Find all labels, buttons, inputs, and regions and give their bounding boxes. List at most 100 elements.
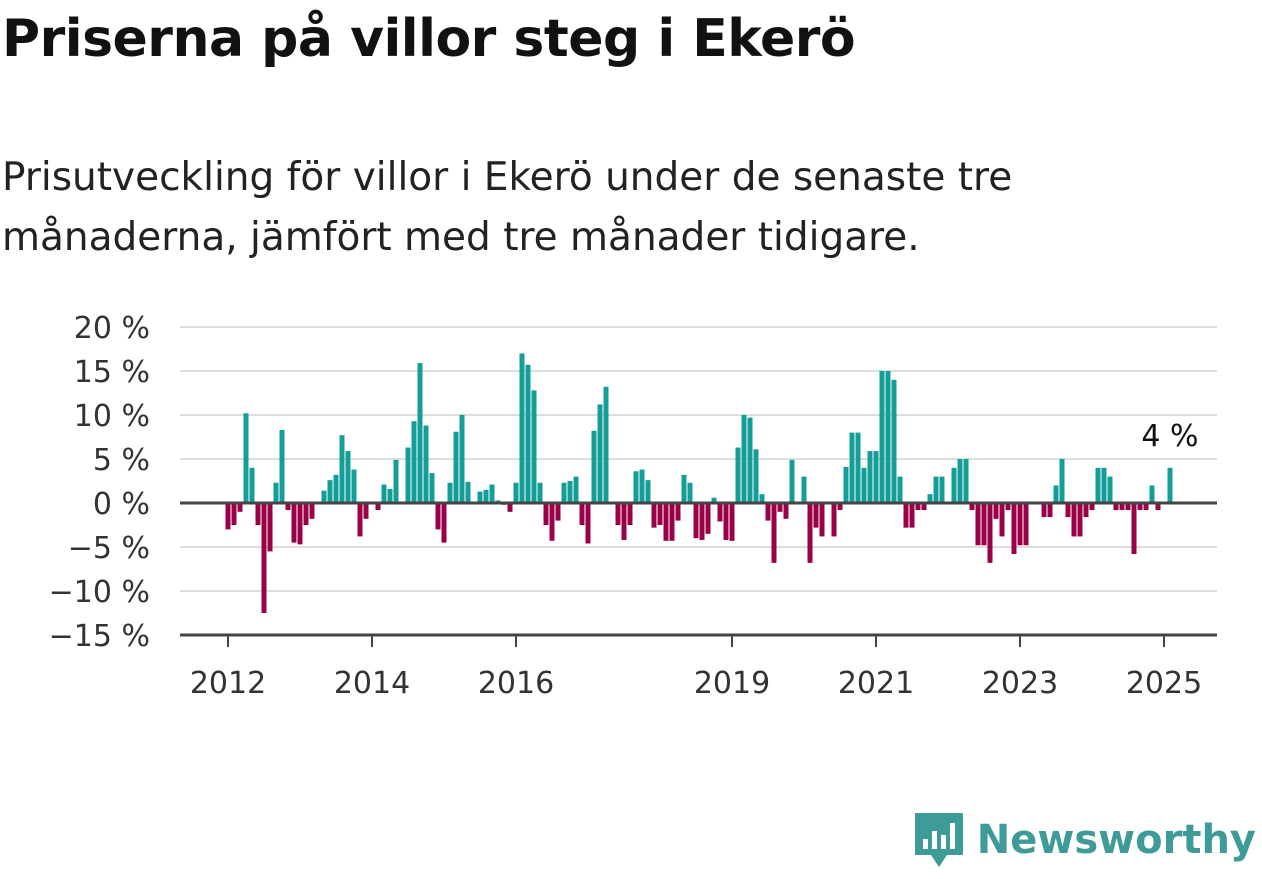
bar — [459, 415, 465, 503]
x-tick-label: 2012 — [190, 666, 266, 700]
bar — [519, 353, 525, 503]
bar — [975, 503, 981, 546]
bar — [1149, 485, 1155, 503]
bar — [255, 503, 261, 525]
bar — [231, 503, 237, 525]
bar — [1137, 503, 1143, 511]
bar — [261, 503, 267, 613]
bar — [339, 435, 345, 503]
bar — [1047, 503, 1053, 518]
bar — [483, 489, 489, 503]
bar — [1101, 467, 1107, 503]
bar — [837, 503, 843, 511]
bar-chart: 20 % 15 % 10 % 5 % 0 % −5 % −10 % −15 % 2012 2014… — [49, 311, 1217, 700]
bar — [309, 503, 315, 519]
bar — [441, 503, 447, 543]
bar — [597, 404, 603, 503]
bar — [579, 503, 585, 525]
bar — [759, 494, 765, 503]
bar — [1059, 459, 1065, 503]
bar — [897, 476, 903, 503]
bar — [705, 503, 711, 534]
bar — [411, 421, 417, 503]
bar — [813, 503, 819, 528]
bar — [561, 482, 567, 503]
bar — [729, 503, 735, 541]
bar — [801, 476, 807, 503]
bar — [1053, 485, 1059, 503]
bar — [387, 488, 393, 503]
bar — [1095, 467, 1101, 503]
bar — [891, 379, 897, 503]
bar — [303, 503, 309, 525]
bar — [549, 503, 555, 541]
x-tick-label: 2025 — [1126, 666, 1202, 700]
bar — [987, 503, 993, 563]
bar — [765, 503, 771, 521]
bar — [711, 497, 717, 503]
bar — [531, 390, 537, 503]
bar — [1041, 503, 1047, 518]
x-tick-label: 2023 — [982, 666, 1058, 700]
bar — [477, 491, 483, 503]
bar — [657, 503, 663, 525]
bar — [543, 503, 549, 525]
x-tick-label: 2014 — [334, 666, 410, 700]
bar — [351, 469, 357, 503]
bar — [1083, 503, 1089, 518]
y-tick-label: −5 % — [68, 531, 150, 566]
bar — [915, 503, 921, 511]
bar — [789, 459, 795, 503]
bar — [957, 459, 963, 503]
bar — [885, 371, 891, 503]
bar — [645, 480, 651, 503]
bar — [969, 503, 975, 511]
bar — [927, 494, 933, 503]
bar — [951, 467, 957, 503]
y-tick-label: 15 % — [74, 355, 150, 390]
bar — [603, 386, 609, 503]
bar — [879, 371, 885, 503]
bar — [1071, 503, 1077, 537]
bar — [423, 425, 429, 503]
bar — [507, 503, 513, 512]
bar — [243, 413, 249, 503]
bar — [699, 503, 705, 540]
bar — [771, 503, 777, 563]
y-tick-label: 5 % — [93, 443, 150, 478]
bar — [237, 503, 243, 512]
y-tick-label: −10 % — [49, 575, 150, 610]
bar — [861, 467, 867, 503]
bar — [381, 484, 387, 503]
bar — [849, 432, 855, 503]
x-tick-label: 2021 — [838, 666, 914, 700]
bar — [1017, 503, 1023, 546]
bar-chart-flag-icon — [914, 813, 963, 867]
bar — [297, 503, 303, 545]
bar — [783, 503, 789, 519]
bar — [963, 459, 969, 503]
bar — [627, 503, 633, 525]
bar — [1011, 503, 1017, 555]
bar — [291, 503, 297, 543]
bar — [279, 429, 285, 503]
bar — [1107, 476, 1113, 503]
bar — [573, 476, 579, 503]
bars — [225, 353, 1173, 613]
bar — [819, 503, 825, 537]
bar — [777, 503, 783, 512]
bar — [453, 431, 459, 503]
bar — [843, 466, 849, 503]
y-tick-label: 20 % — [74, 311, 150, 346]
bar — [939, 476, 945, 503]
bar — [717, 503, 723, 522]
bar — [933, 476, 939, 503]
bar — [285, 503, 291, 511]
bar — [639, 469, 645, 503]
bar — [633, 471, 639, 503]
bar — [1155, 503, 1161, 511]
bar — [1113, 503, 1119, 511]
bar — [555, 503, 561, 521]
bar — [1119, 503, 1125, 511]
bar — [1077, 503, 1083, 537]
